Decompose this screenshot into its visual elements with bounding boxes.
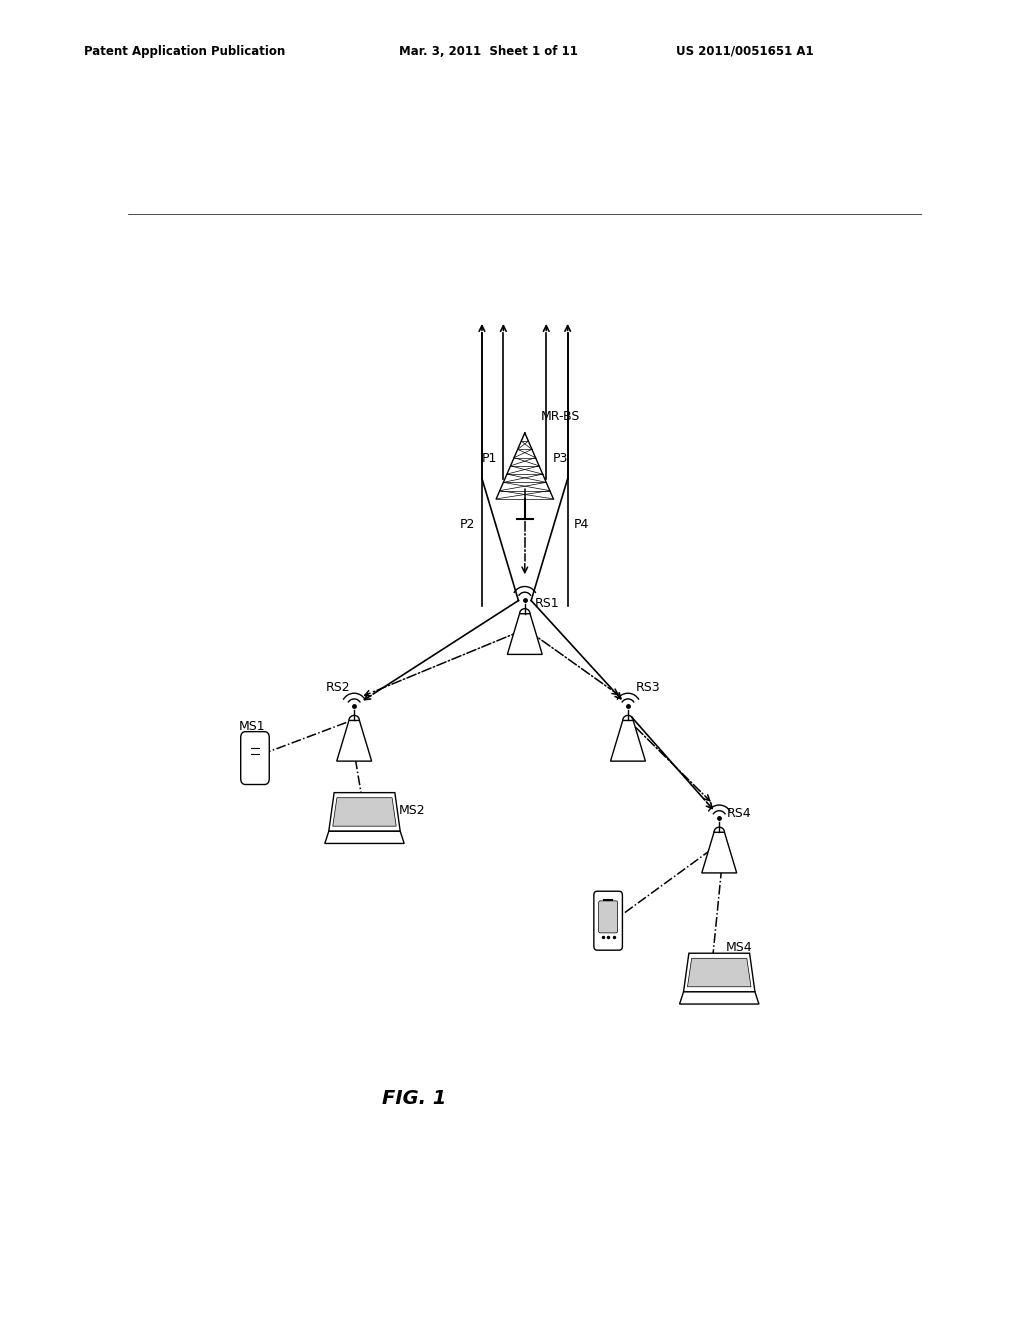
FancyBboxPatch shape xyxy=(594,891,623,950)
Polygon shape xyxy=(610,721,645,762)
Text: RS1: RS1 xyxy=(536,597,560,610)
Text: RS2: RS2 xyxy=(326,681,350,694)
Text: P3: P3 xyxy=(553,451,568,465)
Text: RS4: RS4 xyxy=(727,808,752,821)
Polygon shape xyxy=(329,792,400,832)
Text: US 2011/0051651 A1: US 2011/0051651 A1 xyxy=(676,45,813,58)
Text: FIG. 1: FIG. 1 xyxy=(382,1089,445,1107)
Text: MS1: MS1 xyxy=(239,719,266,733)
Text: Mar. 3, 2011  Sheet 1 of 11: Mar. 3, 2011 Sheet 1 of 11 xyxy=(399,45,579,58)
Polygon shape xyxy=(687,958,751,987)
FancyBboxPatch shape xyxy=(599,900,617,933)
Polygon shape xyxy=(684,953,755,991)
Text: P1: P1 xyxy=(481,451,497,465)
Text: P4: P4 xyxy=(574,517,590,531)
Text: RS3: RS3 xyxy=(636,681,660,694)
Text: MS2: MS2 xyxy=(398,804,425,817)
FancyBboxPatch shape xyxy=(241,731,269,784)
Text: MR-BS: MR-BS xyxy=(541,409,580,422)
Polygon shape xyxy=(680,991,759,1005)
Text: Patent Application Publication: Patent Application Publication xyxy=(84,45,286,58)
Polygon shape xyxy=(325,832,404,843)
Text: P2: P2 xyxy=(460,517,475,531)
Polygon shape xyxy=(333,797,396,826)
Text: MS4: MS4 xyxy=(726,941,753,954)
Polygon shape xyxy=(337,721,372,762)
Text: MS3: MS3 xyxy=(598,892,625,906)
Polygon shape xyxy=(507,614,543,655)
Polygon shape xyxy=(701,833,736,873)
